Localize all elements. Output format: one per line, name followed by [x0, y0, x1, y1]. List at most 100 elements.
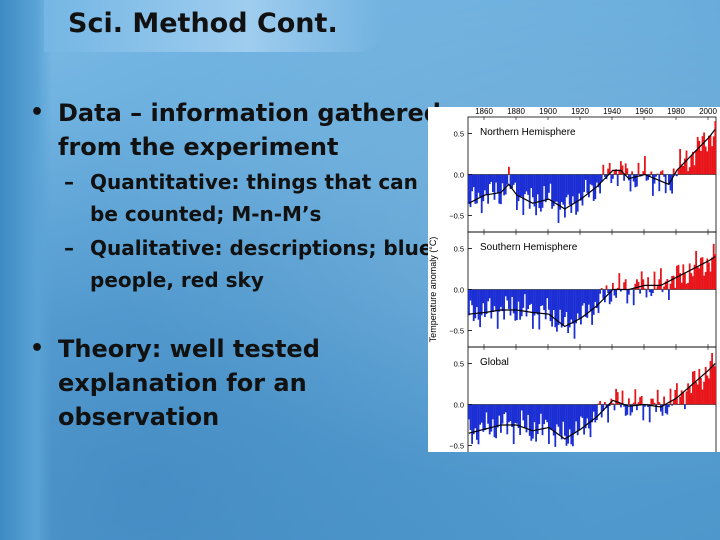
anomaly-bar — [501, 289, 504, 312]
anomaly-bar — [664, 281, 667, 290]
anomaly-bar — [687, 383, 689, 405]
anomaly-bar — [485, 404, 488, 413]
anomaly-bar — [536, 174, 539, 195]
anomaly-bar — [688, 167, 691, 175]
anomaly-bar — [498, 289, 501, 312]
anomaly-bar — [543, 289, 545, 311]
anomaly-bar — [700, 378, 702, 405]
anomaly-bar — [591, 174, 593, 186]
anomaly-bar — [581, 289, 584, 306]
anomaly-bar — [706, 375, 709, 405]
anomaly-bar — [565, 289, 568, 313]
anomaly-bar — [536, 404, 539, 435]
anomaly-bar — [580, 404, 582, 417]
anomaly-bar — [607, 404, 609, 423]
anomaly-bar — [648, 404, 651, 423]
anomaly-bar — [608, 162, 611, 175]
anomaly-bar — [488, 174, 491, 185]
anomaly-bar — [652, 174, 654, 196]
anomaly-bar — [527, 404, 529, 415]
anomaly-bar — [575, 404, 577, 422]
anomaly-bar — [703, 275, 705, 290]
anomaly-bar — [556, 404, 558, 425]
anomaly-bar — [504, 404, 507, 413]
anomaly-bar — [488, 404, 491, 435]
anomaly-bar — [575, 174, 577, 215]
anomaly-bar — [695, 150, 697, 175]
anomaly-bar — [684, 273, 686, 290]
anomaly-bar — [528, 404, 531, 436]
anomaly-bar — [519, 404, 521, 435]
anomaly-bar — [600, 288, 603, 290]
anomaly-bar — [565, 174, 568, 198]
anomaly-bar — [661, 170, 664, 175]
anomaly-bar — [506, 404, 509, 435]
anomaly-bar — [663, 174, 665, 177]
anomaly-bar — [498, 404, 501, 416]
anomaly-bar — [700, 257, 702, 290]
anomaly-bar — [512, 174, 515, 185]
anomaly-bar — [711, 257, 713, 290]
anomaly-bar — [584, 289, 587, 317]
anomaly-bar — [543, 174, 545, 187]
anomaly-bar — [639, 289, 641, 294]
anomaly-bar — [712, 365, 715, 405]
anomaly-bar — [621, 165, 624, 175]
anomaly-bar — [554, 404, 557, 447]
anomaly-bar — [583, 174, 585, 192]
anomaly-bar — [676, 383, 678, 405]
temperature-chart-svg: 1860 1880 1900 1920 1940 1960 1980 2000 0.5 0.0 −0… — [428, 107, 717, 475]
anomaly-bar — [634, 174, 637, 188]
anomaly-bar — [540, 404, 542, 414]
anomaly-bar — [688, 387, 691, 405]
anomaly-bar — [696, 136, 699, 175]
anomaly-bar — [696, 266, 699, 290]
anomaly-bar — [496, 174, 499, 194]
anomaly-bar — [488, 289, 491, 299]
slide-title: Sci. Method Cont. — [68, 8, 338, 39]
bullet-item: • Theory: well tested explanation for an… — [30, 332, 450, 434]
sub-bullet-item: – Quantitative: things that can be count… — [64, 166, 450, 230]
anomaly-bar — [562, 289, 565, 326]
anomaly-bar — [629, 174, 632, 192]
anomaly-bar — [477, 174, 480, 193]
anomaly-bar — [714, 254, 717, 290]
anomaly-bar — [684, 404, 686, 410]
anomaly-bar — [616, 392, 619, 405]
anomaly-bar — [530, 174, 533, 188]
anomaly-bar — [592, 174, 595, 202]
anomaly-bar — [557, 289, 560, 326]
anomaly-bar — [692, 276, 694, 290]
y-tick-label: 0.5 — [454, 244, 464, 253]
anomaly-bar — [559, 174, 561, 210]
anomaly-bar — [541, 404, 544, 436]
anomaly-bar — [658, 279, 661, 290]
anomaly-bar — [487, 404, 489, 424]
anomaly-bar — [628, 174, 630, 181]
anomaly-bar — [644, 404, 646, 407]
anomaly-bar — [517, 289, 520, 302]
anomaly-bar — [650, 289, 653, 297]
anomaly-bar — [704, 366, 707, 405]
anomaly-bar — [698, 368, 701, 405]
anomaly-bar — [632, 174, 635, 182]
anomaly-bar — [663, 396, 665, 405]
anomaly-bar — [472, 174, 475, 188]
anomaly-bar — [509, 289, 512, 316]
anomaly-bar — [680, 164, 683, 175]
anomaly-bar — [597, 174, 600, 188]
anomaly-bar — [700, 150, 702, 175]
anomaly-bar — [620, 289, 622, 292]
anomaly-bar — [469, 289, 472, 301]
anomaly-bar — [621, 390, 624, 405]
anomaly-bar — [674, 389, 677, 405]
anomaly-bar — [674, 174, 677, 176]
anomaly-bar — [516, 174, 518, 211]
x-tick-label-top: 1860 — [475, 107, 493, 116]
anomaly-bar — [549, 174, 552, 184]
anomaly-bar — [704, 271, 707, 290]
x-tick-label-top: 1940 — [603, 107, 621, 116]
anomaly-bar — [493, 404, 496, 438]
anomaly-bar — [613, 170, 616, 175]
